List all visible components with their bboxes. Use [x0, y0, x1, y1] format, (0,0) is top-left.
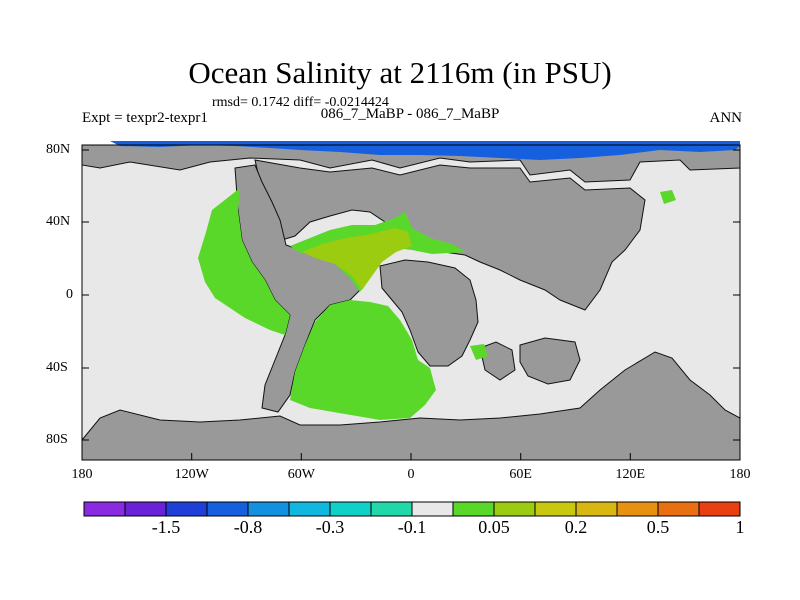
- map-tick-marks: [81, 149, 741, 460]
- colorbar-label: 0.05: [478, 517, 510, 537]
- colorbar-swatch: [288, 501, 331, 517]
- lon-tick-60w: 60W: [287, 467, 315, 482]
- lon-tick-60e: 60E: [509, 467, 532, 482]
- colorbar-swatch: [493, 501, 536, 517]
- pacific-positive-anomaly: [660, 190, 676, 204]
- lat-tick-40s: 40S: [46, 360, 68, 375]
- india: [479, 341, 516, 381]
- colorbar-label: -0.3: [315, 517, 345, 537]
- colorbar-swatch: [165, 501, 208, 517]
- colorbar-swatch: [657, 501, 700, 517]
- colorbar-label: -0.1: [397, 517, 427, 537]
- arctic-negative-anomaly: [110, 141, 740, 160]
- lon-tick-0: 0: [407, 467, 415, 482]
- indian-ocean-positive-anomaly: [470, 344, 488, 360]
- africa: [379, 259, 479, 367]
- colorbar-label: -0.8: [233, 517, 263, 537]
- colorbar-swatch: [124, 501, 167, 517]
- lat-tick-80n: 80N: [46, 142, 71, 157]
- colorbar-label: 1: [735, 517, 745, 537]
- south-atlantic-positive-anomaly: [290, 300, 436, 420]
- lon-tick-180e: 180: [729, 467, 751, 482]
- antarctica: [81, 351, 741, 461]
- australia: [519, 337, 581, 385]
- colorbar-label: 0.5: [646, 517, 670, 537]
- tethys-high-positive-anomaly: [302, 228, 412, 290]
- colorbar: [83, 501, 741, 517]
- colorbar-swatch: [411, 501, 454, 517]
- colorbar-swatch: [452, 501, 495, 517]
- period-label: 086_7_MaBP - 086_7_MaBP: [320, 106, 500, 122]
- lon-tick-120e: 120E: [615, 467, 646, 482]
- lat-tick-80s: 80S: [46, 432, 68, 447]
- atlantic-positive-anomaly: [198, 188, 290, 335]
- lon-tick-120w: 120W: [174, 467, 209, 482]
- season-label: ANN: [709, 110, 743, 126]
- stats-label: rmsd= 0.1742 diff= -0.0214424: [212, 95, 389, 110]
- lat-tick-0: 0: [66, 287, 73, 302]
- northern-continent: [254, 159, 646, 311]
- colorbar-label: 0.2: [564, 517, 588, 537]
- colorbar-swatch: [206, 501, 249, 517]
- lat-tick-40n: 40N: [46, 214, 71, 229]
- colorbar-swatch: [616, 501, 659, 517]
- colorbar-swatch: [698, 501, 741, 517]
- colorbar-swatch: [370, 501, 413, 517]
- colorbar-swatch: [575, 501, 618, 517]
- experiment-label: Expt = texpr2-texpr1: [82, 110, 208, 126]
- colorbar-swatch: [83, 501, 126, 517]
- colorbar-swatch: [247, 501, 290, 517]
- colorbar-swatch: [534, 501, 577, 517]
- colorbar-swatch: [329, 501, 372, 517]
- lon-tick-180w: 180: [71, 467, 93, 482]
- chart-title: Ocean Salinity at 2116m (in PSU): [188, 55, 612, 90]
- colorbar-label: -1.5: [151, 517, 181, 537]
- anomaly-regions: [110, 141, 740, 420]
